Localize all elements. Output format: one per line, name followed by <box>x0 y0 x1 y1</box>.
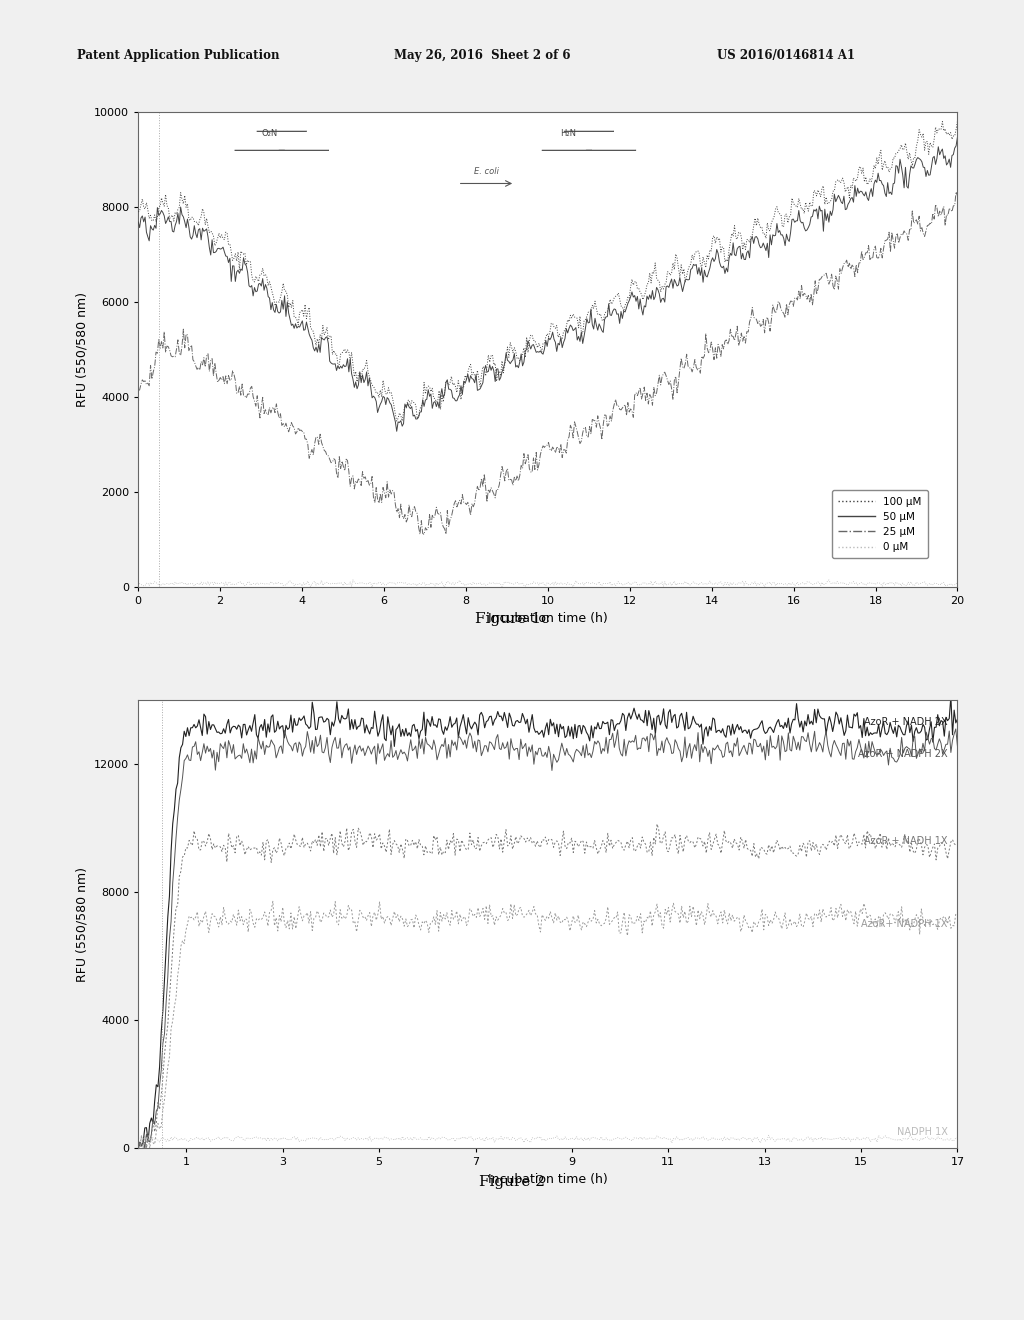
Text: AzoR + NADH 2X: AzoR + NADH 2X <box>864 717 948 727</box>
Text: Patent Application Publication: Patent Application Publication <box>77 49 280 62</box>
Legend: 100 μM, 50 μM, 25 μM, 0 μM: 100 μM, 50 μM, 25 μM, 0 μM <box>831 490 928 558</box>
Text: May 26, 2016  Sheet 2 of 6: May 26, 2016 Sheet 2 of 6 <box>394 49 570 62</box>
Text: E. coli: E. coli <box>474 168 499 177</box>
Text: AzoR+ NADPH 1X: AzoR+ NADPH 1X <box>861 919 948 929</box>
Text: Figure 2: Figure 2 <box>479 1175 545 1189</box>
Text: AzoR + NADH 1X: AzoR + NADH 1X <box>864 836 948 846</box>
Text: NADPH 1X: NADPH 1X <box>897 1127 948 1138</box>
Text: US 2016/0146814 A1: US 2016/0146814 A1 <box>717 49 855 62</box>
Text: Figure 1c: Figure 1c <box>475 612 549 627</box>
Text: H₂N: H₂N <box>560 129 577 139</box>
X-axis label: Incubation time (h): Incubation time (h) <box>488 612 607 624</box>
Text: AzoR + NADPH 2X: AzoR + NADPH 2X <box>858 748 948 759</box>
X-axis label: Incubation time (h): Incubation time (h) <box>488 1173 607 1185</box>
Text: O₂N: O₂N <box>261 129 278 139</box>
Y-axis label: RFU (550/580 nm): RFU (550/580 nm) <box>76 292 89 408</box>
Y-axis label: RFU (550/580 nm): RFU (550/580 nm) <box>76 866 88 982</box>
